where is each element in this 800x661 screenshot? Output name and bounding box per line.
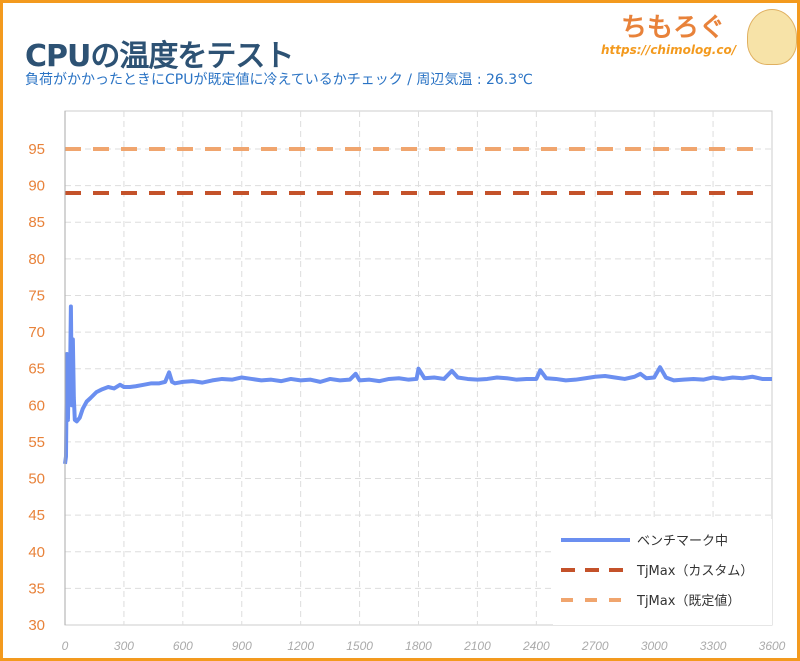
x-tick-label: 300: [114, 639, 134, 653]
y-tick-label: 95: [28, 141, 45, 158]
logo-url: https://chimolog.co/: [601, 43, 737, 57]
x-tick-label: 900: [232, 639, 252, 653]
y-tick-label: 60: [28, 397, 45, 414]
x-tick-label: 600: [173, 639, 193, 653]
y-tick-label: 30: [28, 617, 45, 634]
x-tick-label: 2400: [522, 639, 550, 653]
x-tick-label: 3300: [700, 639, 727, 653]
x-tick-label: 0: [62, 639, 69, 653]
y-tick-label: 85: [28, 214, 45, 231]
y-tick-label: 55: [28, 434, 45, 451]
legend-label: TjMax（カスタム）: [636, 564, 753, 579]
benchmark-temp-line: [63, 304, 772, 465]
y-tick-label: 75: [28, 287, 45, 304]
legend-label: TjMax（既定値）: [636, 593, 740, 609]
x-tick-label: 2100: [463, 639, 491, 653]
legend: ベンチマーク中 TjMax（カスタム） TjMax（既定値）: [553, 519, 772, 625]
y-tick-label: 80: [28, 251, 45, 268]
y-tick-label: 50: [28, 471, 45, 488]
mascot-image: [747, 9, 797, 65]
site-logo: ちもろぐ https://chimolog.co/: [599, 7, 797, 65]
y-tick-label: 65: [28, 361, 45, 378]
x-tick-label: 1800: [405, 639, 432, 653]
logo-text: ちもろぐ: [621, 13, 726, 43]
x-tick-label: 2700: [581, 639, 609, 653]
y-tick-label: 90: [28, 178, 45, 195]
x-tick-label: 1200: [287, 639, 314, 653]
y-tick-label: 45: [28, 507, 45, 524]
x-tick-label: 3000: [641, 639, 668, 653]
x-tick-label: 3600: [759, 639, 786, 653]
y-tick-label: 35: [28, 580, 45, 597]
chart-subtitle: 負荷がかかったときにCPUが既定値に冷えているかチェック / 周辺気温 : 26…: [25, 72, 533, 88]
chart-title: CPUの温度をテスト: [25, 39, 294, 74]
legend-label: ベンチマーク中: [637, 534, 728, 549]
y-tick-label: 70: [28, 324, 45, 341]
line-chart: 30 35 40 45 50 55 60 65 70 75 80 85 90 95 0 300 600 900 12…: [28, 110, 786, 653]
y-tick-label: 40: [28, 544, 45, 561]
x-tick-label: 1500: [346, 639, 373, 653]
